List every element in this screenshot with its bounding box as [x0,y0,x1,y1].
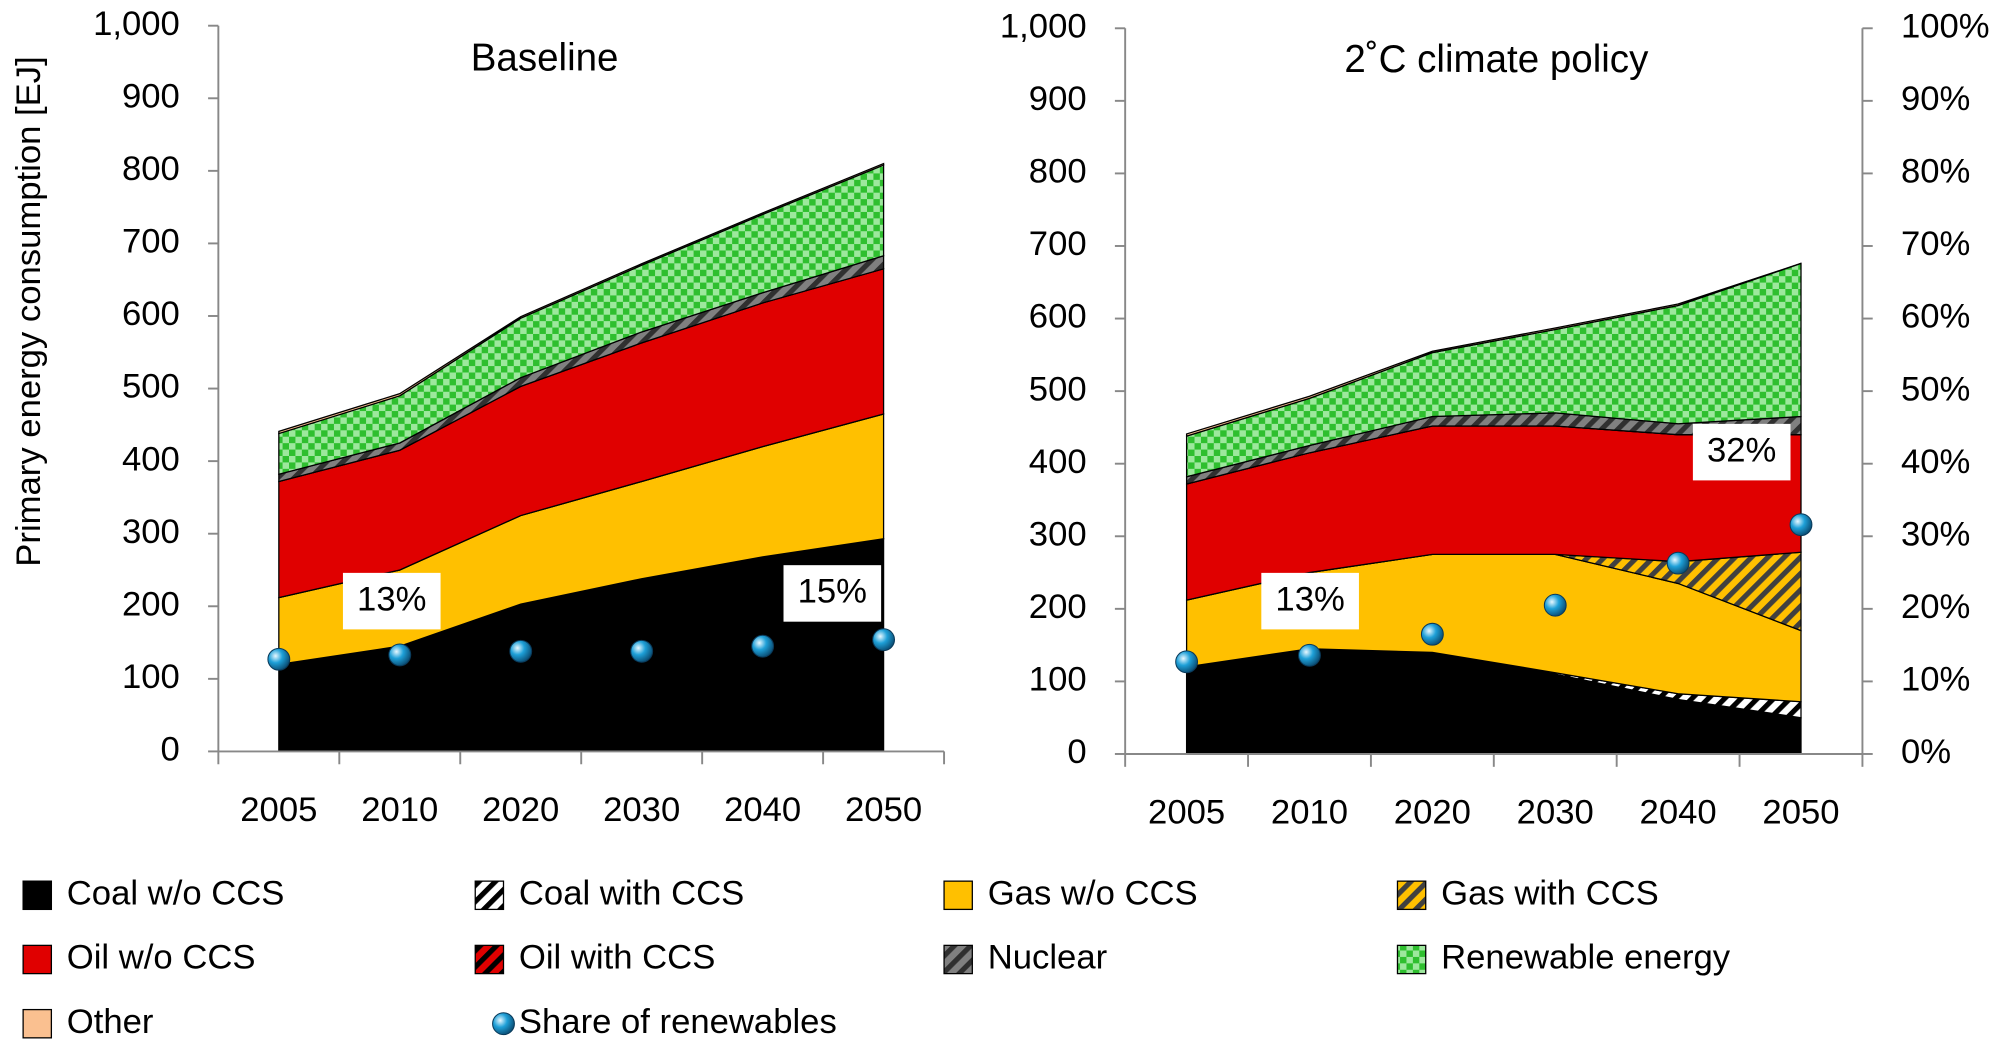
share-dot [267,647,291,671]
y2-tick-label: 40% [1901,443,1970,481]
legend-label: Coal w/o CCS [67,874,285,912]
legend-swatch [22,944,53,975]
legend-label: Coal with CCS [519,874,744,912]
y2-tick-label: 60% [1901,298,1970,336]
x-tick-label: 2005 [1148,794,1225,832]
y-tick-label: 200 [122,585,180,623]
x-tick-label: 2030 [1517,794,1594,832]
annotation: 13% [357,580,426,618]
y-tick-label: 500 [122,368,180,406]
legend-swatch [1396,944,1427,975]
annotation-box [342,572,441,630]
legend-swatch [22,880,53,911]
share-dot [1666,551,1690,575]
legend-label: Oil w/o CCS [67,939,256,977]
y-tick-label: 800 [122,150,180,188]
y-tick-label: 300 [122,513,180,551]
y-tick-label: 0 [1067,733,1086,771]
y-tick-label: 0 [161,731,180,769]
share-dot [1420,622,1444,646]
y-tick-label: 400 [1029,443,1087,481]
y2-tick-label: 80% [1901,153,1970,191]
x-tick-label: 2010 [361,791,438,829]
legend-swatch [22,1008,53,1039]
x-tick-label: 2050 [1762,794,1839,832]
share-dot [1543,593,1567,617]
annotation: 32% [1707,431,1776,469]
y-tick-label: 700 [122,223,180,261]
area-8 [1185,262,1802,437]
legend-label: Share of renewables [519,1003,837,1041]
y-tick-label: 800 [1029,153,1087,191]
y-tick-label: 600 [1029,298,1087,336]
chart-title: Baseline [471,37,619,80]
share-dot [1298,643,1321,667]
annotation: 13% [1275,580,1344,618]
annotation-box [783,565,882,622]
plot-1 [1185,262,1802,755]
plot-0 [278,162,885,753]
y2-tick-label: 0% [1901,733,1951,771]
y2-tick-label: 100% [1901,7,1990,45]
annotation-box [1261,572,1359,630]
x-tick-label: 2005 [240,791,317,829]
y-tick-label: 100 [122,658,180,696]
area-other [278,162,885,435]
annotation-box [1692,423,1791,481]
x-tick-label: 2020 [1394,794,1471,832]
legend-label: Oil with CCS [519,939,715,977]
annotation: 15% [798,573,867,611]
x-tick-label: 2020 [482,791,559,829]
share-dot [509,639,533,663]
y-tick-label: 600 [122,295,180,333]
share-dot [1175,650,1199,674]
x-tick-label: 2050 [845,791,922,829]
legend-swatch [943,944,973,975]
y2-tick-label: 10% [1901,661,1970,699]
legend-swatch [474,944,505,975]
y-tick-label: 100 [1029,661,1087,699]
y2-tick-label: 90% [1901,80,1970,118]
chart-title: 2˚C climate policy [1344,38,1649,81]
share-dot [1789,513,1813,537]
y-tick-label: 1,000 [1000,7,1087,45]
y-tick-label: 500 [1029,370,1087,408]
legend-label: Renewable energy [1441,939,1731,977]
y2-tick-label: 30% [1901,515,1970,553]
y-tick-label: 400 [122,440,180,478]
x-tick-label: 2040 [724,791,801,829]
y-axis-label: Primary energy consumption [EJ] [10,56,48,566]
x-tick-label: 2030 [603,791,680,829]
share-dot [872,628,896,652]
y2-tick-label: 20% [1901,588,1970,626]
y-tick-label: 700 [1029,225,1087,263]
legend-label: Nuclear [988,939,1107,977]
y-tick-label: 900 [122,77,180,115]
legend-marker [492,1012,515,1036]
x-tick-label: 2040 [1640,794,1717,832]
y-tick-label: 900 [1029,80,1087,118]
y2-tick-label: 50% [1901,370,1970,408]
legend-swatch [474,880,505,911]
legend-label: Gas w/o CCS [988,874,1198,912]
share-dot [751,634,775,658]
y-tick-label: 300 [1029,515,1087,553]
y-tick-label: 200 [1029,588,1087,626]
legend-swatch [943,880,973,911]
legend-swatch [1396,880,1427,911]
x-tick-label: 2010 [1271,794,1348,832]
share-dot [388,643,412,667]
y2-tick-label: 70% [1901,225,1970,263]
y-tick-label: 1,000 [93,5,180,43]
legend-label: Other [67,1003,154,1041]
share-dot [630,639,654,663]
legend-label: Gas with CCS [1441,874,1659,912]
